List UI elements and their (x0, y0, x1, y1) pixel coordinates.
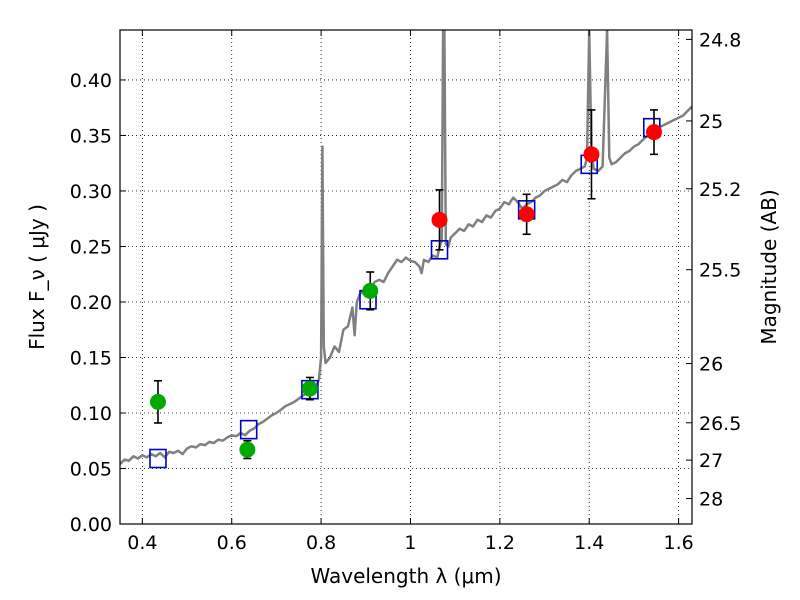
plot-area (120, 30, 692, 469)
y2-tick-label: 28 (699, 489, 723, 511)
data-point (583, 146, 600, 163)
y-tick-label: 0.15 (70, 347, 112, 369)
y2-tick-label: 25 (699, 111, 723, 133)
y-tick-label: 0.40 (70, 70, 112, 92)
x-tick-label: 1.2 (485, 532, 515, 554)
data-point (431, 211, 448, 228)
y2-tick-label: 26.5 (699, 413, 741, 435)
axis-ticks: 0.4 0.6 0.8 1 1.2 1.4 1.6 0.00 0.05 0.10 0.15 0.20 0… (70, 29, 742, 554)
x-tick-label: 1.4 (574, 532, 604, 554)
y-tick-label: 0.10 (70, 403, 112, 425)
data-point (646, 124, 663, 141)
data-point (518, 206, 535, 223)
model-square-marker (149, 448, 167, 469)
y-tick-label: 0.00 (70, 514, 112, 536)
x-tick-label: 1 (404, 532, 416, 554)
y2-tick-label: 24.8 (699, 29, 741, 51)
y-tick-label: 0.35 (70, 125, 112, 147)
y2-tick-label: 26 (699, 354, 723, 376)
x-tick-label: 0.6 (217, 532, 247, 554)
y2-axis-label: Magnitude (AB) (757, 189, 781, 344)
x-tick-label: 0.8 (306, 532, 336, 554)
spectrum-line (120, 30, 692, 465)
x-tick-label: 1.6 (663, 532, 693, 554)
y-tick-label: 0.05 (70, 458, 112, 480)
y-tick-label: 0.20 (70, 292, 112, 314)
y2-tick-label: 25.2 (699, 179, 741, 201)
y-tick-label: 0.25 (70, 236, 112, 258)
plot-frame (119, 29, 693, 525)
y2-tick-label: 27 (699, 450, 723, 472)
model-square-marker (239, 419, 258, 440)
x-tick-label: 0.4 (127, 532, 157, 554)
grid-lines (120, 30, 692, 525)
y-tick-label: 0.30 (70, 181, 112, 203)
data-point (301, 380, 318, 397)
y2-tick-label: 25.5 (699, 260, 741, 282)
data-point (239, 441, 256, 458)
x-axis-label: Wavelength λ (μm) (310, 564, 501, 588)
data-point (362, 282, 379, 299)
data-point (149, 393, 166, 410)
y-axis-label: Flux F_ν ( μJy ) (25, 204, 49, 350)
